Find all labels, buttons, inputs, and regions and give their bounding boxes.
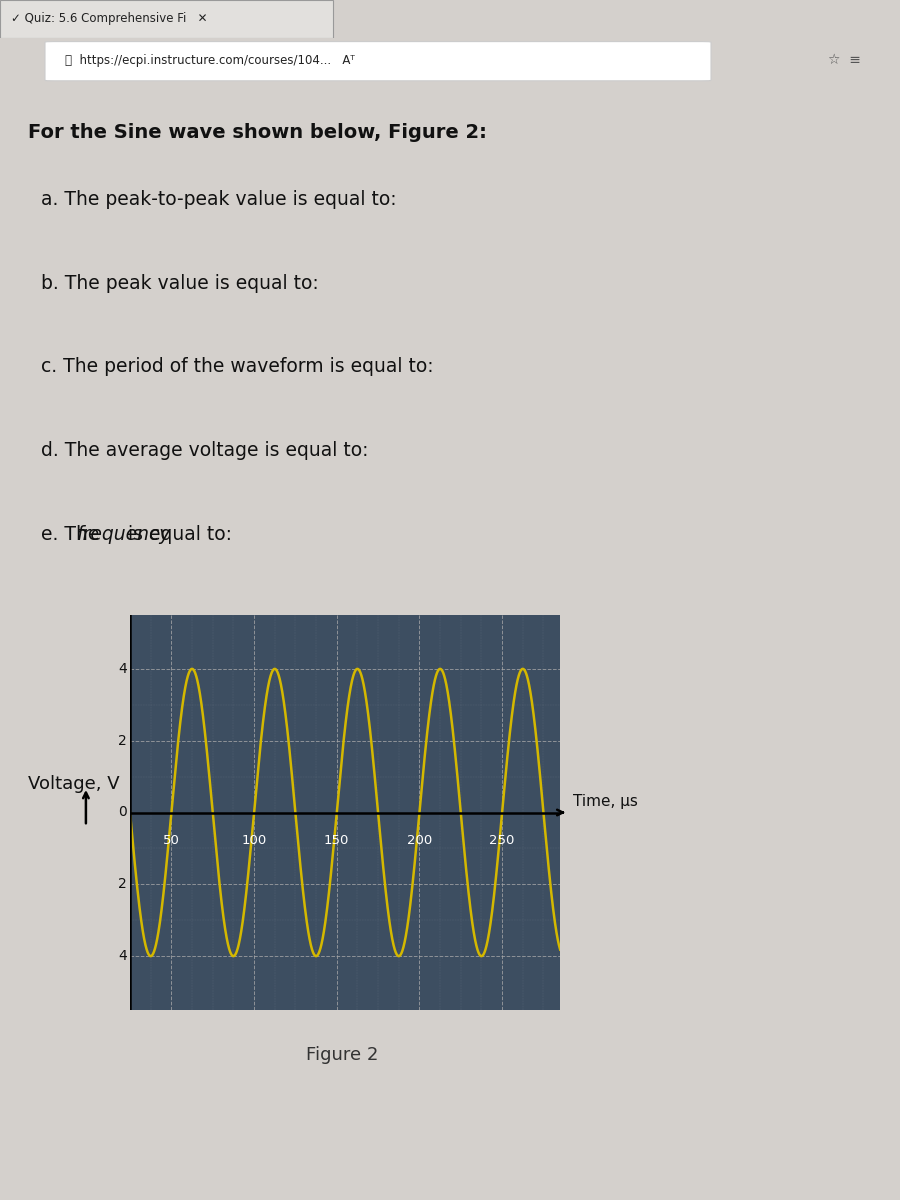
Text: 4: 4 <box>118 662 127 676</box>
FancyBboxPatch shape <box>0 0 333 38</box>
Text: Figure 2: Figure 2 <box>306 1046 378 1064</box>
Text: 🔒  https://ecpi.instructure.com/courses/104...   Aᵀ: 🔒 https://ecpi.instructure.com/courses/1… <box>65 54 355 67</box>
Text: 200: 200 <box>407 834 432 847</box>
Text: frequency: frequency <box>76 524 171 544</box>
FancyBboxPatch shape <box>45 42 711 80</box>
Text: b. The peak value is equal to:: b. The peak value is equal to: <box>41 274 319 293</box>
Text: 2: 2 <box>118 877 127 892</box>
Text: 250: 250 <box>490 834 515 847</box>
Text: a. The peak-to-peak value is equal to:: a. The peak-to-peak value is equal to: <box>41 190 397 209</box>
Text: For the Sine wave shown below, Figure 2:: For the Sine wave shown below, Figure 2: <box>29 124 487 142</box>
Text: 2: 2 <box>118 733 127 748</box>
Text: d. The average voltage is equal to:: d. The average voltage is equal to: <box>41 442 369 460</box>
Text: is equal to:: is equal to: <box>122 524 232 544</box>
Text: Time, μs: Time, μs <box>573 794 638 809</box>
Text: 0: 0 <box>118 805 127 820</box>
Text: 4: 4 <box>118 949 127 964</box>
Text: 100: 100 <box>241 834 266 847</box>
Text: 150: 150 <box>324 834 349 847</box>
Text: ☆  ≡: ☆ ≡ <box>828 53 861 67</box>
Text: 50: 50 <box>163 834 180 847</box>
Text: c. The period of the waveform is equal to:: c. The period of the waveform is equal t… <box>41 358 434 377</box>
Text: ✓ Quiz: 5.6 Comprehensive Fi   ✕: ✓ Quiz: 5.6 Comprehensive Fi ✕ <box>11 12 207 25</box>
Text: Voltage, V: Voltage, V <box>29 775 120 793</box>
Text: e. The: e. The <box>41 524 105 544</box>
